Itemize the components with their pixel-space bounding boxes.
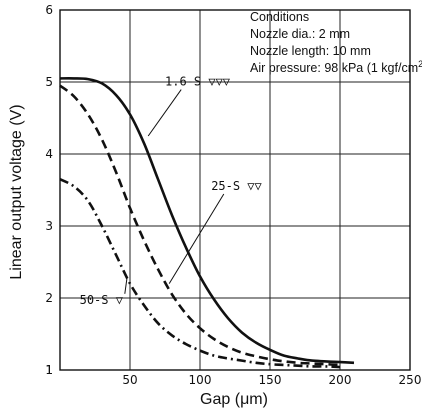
annotation-leader-line <box>147 89 182 137</box>
series-line-dashed <box>59 84 341 367</box>
x-tick-label: 200 <box>329 373 352 387</box>
y-tick-label: 3 <box>45 219 53 233</box>
annotation-label-series-1: 25-S ▽▽ <box>211 179 262 193</box>
x-tick-label: 50 <box>122 373 137 387</box>
y-tick-label: 1 <box>45 363 53 377</box>
series-line-dashdot <box>59 178 341 369</box>
x-tick-label: 150 <box>259 373 282 387</box>
annotation-label-series-0: 1.6-S ▽▽▽ <box>165 75 231 89</box>
x-axis-label: Gap (μm) <box>200 391 268 408</box>
y-tick-label: 6 <box>45 3 53 17</box>
x-tick-label: 100 <box>189 373 212 387</box>
y-tick-label: 5 <box>45 75 53 89</box>
conditions-nozzle-length: Nozzle length: 10 mm <box>250 44 371 58</box>
x-tick-label: 250 <box>399 373 422 387</box>
conditions-box: Conditions Nozzle dia.: 2 mm Nozzle leng… <box>250 10 422 75</box>
y-tick-label: 2 <box>45 291 53 305</box>
annotation-label-series-2: 50-S ▽ <box>80 293 124 307</box>
air-pressure-text: Air pressure: 98 kPa (1 kgf/cm <box>250 61 418 75</box>
plot-frame <box>59 9 411 371</box>
y-tick-label: 4 <box>45 147 53 161</box>
conditions-air-pressure: Air pressure: 98 kPa (1 kgf/cm2) <box>250 59 422 75</box>
air-pressure-superscript: 2 <box>418 59 422 69</box>
origin-tick-label: 1 <box>45 363 53 377</box>
annotation-leader-line <box>124 276 128 294</box>
series-line-solid <box>59 77 355 365</box>
annotation-leader-line <box>168 193 225 284</box>
y-axis-label: Linear output voltage (V) <box>8 104 25 279</box>
conditions-nozzle-dia: Nozzle dia.: 2 mm <box>250 27 350 41</box>
conditions-heading: Conditions <box>250 10 309 24</box>
